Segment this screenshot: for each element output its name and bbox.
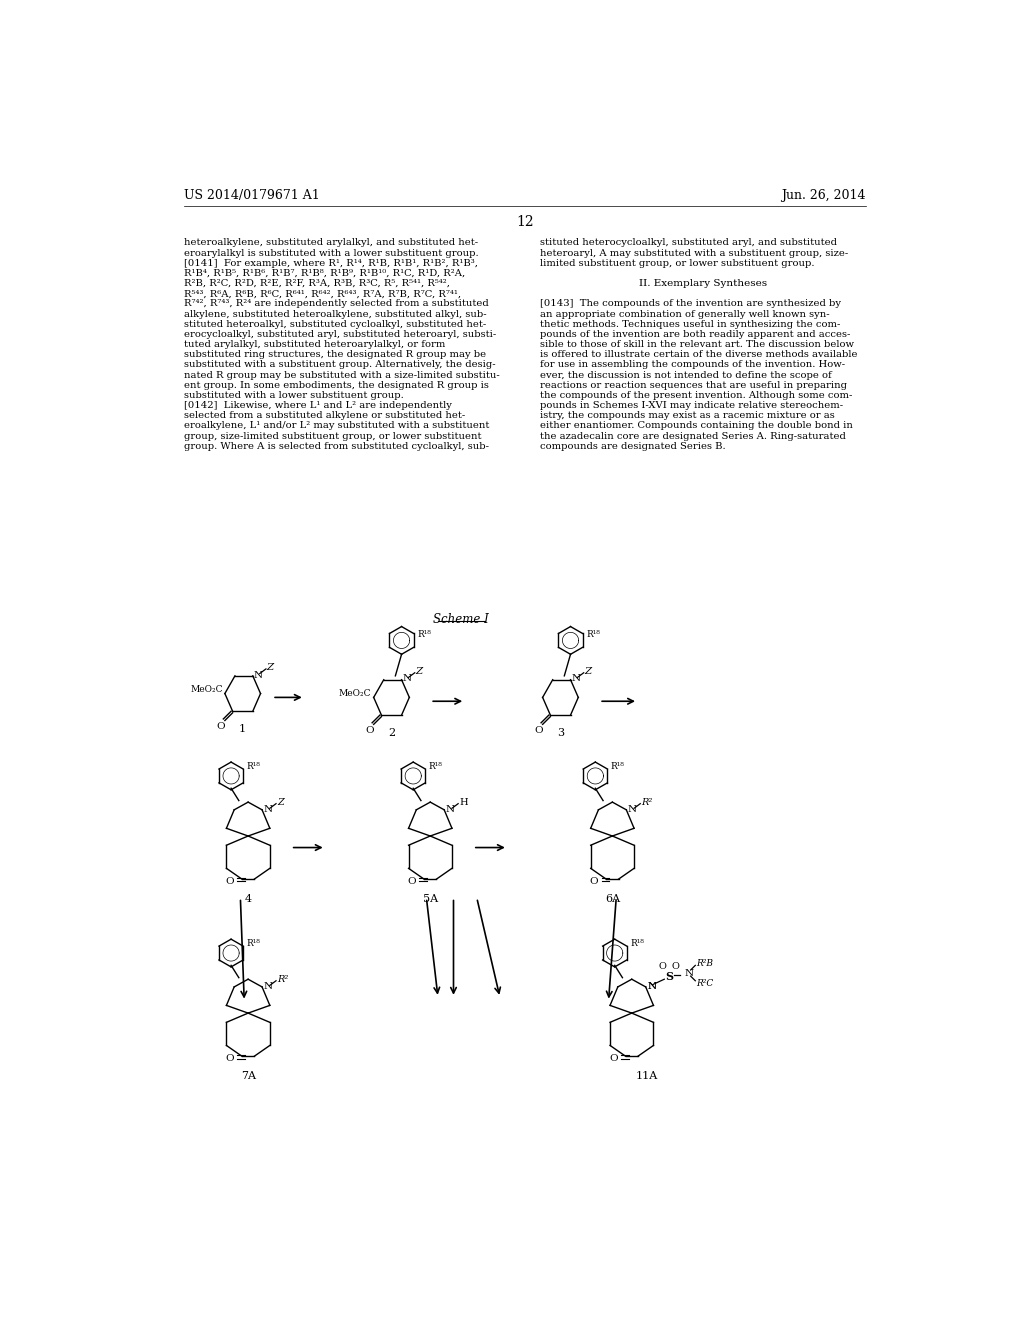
Text: erocycloalkyl, substituted aryl, substituted heteroaryl, substi-: erocycloalkyl, substituted aryl, substit… [183, 330, 496, 339]
Text: O: O [366, 726, 374, 735]
Text: N: N [445, 805, 455, 814]
Text: Z: Z [266, 663, 274, 672]
Text: 7A: 7A [241, 1071, 256, 1081]
Text: either enantiomer. Compounds containing the double bond in: either enantiomer. Compounds containing … [541, 421, 853, 430]
Text: O: O [225, 1055, 234, 1063]
Text: group, size-limited substituent group, or lower substituent: group, size-limited substituent group, o… [183, 432, 481, 441]
Text: 3: 3 [557, 729, 564, 738]
Text: MeO₂C: MeO₂C [190, 685, 222, 694]
Text: R¹B⁴, R¹B⁵, R¹B⁶, R¹B⁷, R¹B⁸, R¹B⁹, R¹B¹⁰, R¹C, R¹D, R²A,: R¹B⁴, R¹B⁵, R¹B⁶, R¹B⁷, R¹B⁸, R¹B⁹, R¹B¹… [183, 269, 465, 279]
Text: limited substituent group, or lower substituent group.: limited substituent group, or lower subs… [541, 259, 815, 268]
Text: N: N [254, 671, 263, 680]
Text: R²: R² [276, 974, 288, 983]
Text: tuted arylalkyl, substituted heteroarylalkyl, or form: tuted arylalkyl, substituted heteroaryla… [183, 341, 445, 348]
Text: R¹⁸: R¹⁸ [247, 940, 260, 948]
Text: stituted heteroalkyl, substituted cycloalkyl, substituted het-: stituted heteroalkyl, substituted cycloa… [183, 319, 486, 329]
Text: alkylene, substituted heteroalkylene, substituted alkyl, sub-: alkylene, substituted heteroalkylene, su… [183, 310, 486, 318]
Text: R²C: R²C [696, 978, 714, 987]
Text: 2: 2 [388, 729, 395, 738]
Text: R¹⁸: R¹⁸ [247, 762, 260, 771]
Text: N: N [647, 982, 656, 991]
Text: US 2014/0179671 A1: US 2014/0179671 A1 [183, 189, 319, 202]
Text: pounds of the invention are both readily apparent and acces-: pounds of the invention are both readily… [541, 330, 851, 339]
Text: N: N [263, 805, 272, 814]
Text: O: O [590, 876, 598, 886]
Text: S: S [665, 970, 673, 982]
Text: [0142]  Likewise, where L¹ and L² are independently: [0142] Likewise, where L¹ and L² are ind… [183, 401, 452, 411]
Text: eroarylalkyl is substituted with a lower substituent group.: eroarylalkyl is substituted with a lower… [183, 248, 478, 257]
Text: thetic methods. Techniques useful in synthesizing the com-: thetic methods. Techniques useful in syn… [541, 319, 841, 329]
Text: 4: 4 [245, 894, 252, 904]
Text: [0143]  The compounds of the invention are synthesized by: [0143] The compounds of the invention ar… [541, 300, 842, 309]
Text: N: N [684, 969, 693, 978]
Text: R¹⁸: R¹⁸ [630, 940, 644, 948]
Text: R²: R² [641, 797, 652, 807]
Text: is offered to illustrate certain of the diverse methods available: is offered to illustrate certain of the … [541, 350, 858, 359]
Text: N: N [628, 805, 637, 814]
Text: R¹⁸: R¹⁸ [586, 630, 600, 639]
Text: O: O [217, 722, 225, 731]
Text: Z: Z [276, 797, 284, 807]
Text: eroalkylene, L¹ and/or L² may substituted with a substituent: eroalkylene, L¹ and/or L² may substitute… [183, 421, 489, 430]
Text: an appropriate combination of generally well known syn-: an appropriate combination of generally … [541, 310, 829, 318]
Text: R¹⁸: R¹⁸ [611, 762, 625, 771]
Text: substituted with a lower substituent group.: substituted with a lower substituent gro… [183, 391, 403, 400]
Text: N: N [263, 982, 272, 991]
Text: pounds in Schemes I-XVI may indicate relative stereochem-: pounds in Schemes I-XVI may indicate rel… [541, 401, 844, 411]
Text: 6A: 6A [605, 894, 620, 904]
Text: O: O [658, 962, 667, 972]
Text: substituted with a substituent group. Alternatively, the desig-: substituted with a substituent group. Al… [183, 360, 496, 370]
Text: N: N [647, 982, 656, 991]
Text: Scheme I: Scheme I [433, 612, 489, 626]
Text: heteroalkylene, substituted arylalkyl, and substituted het-: heteroalkylene, substituted arylalkyl, a… [183, 239, 478, 247]
Text: N: N [571, 675, 581, 684]
Text: 12: 12 [516, 215, 534, 228]
Text: Z: Z [416, 667, 423, 676]
Text: R²B: R²B [696, 960, 713, 969]
Text: ever, the discussion is not intended to define the scope of: ever, the discussion is not intended to … [541, 371, 833, 380]
Text: N: N [402, 675, 412, 684]
Text: ent group. In some embodiments, the designated R group is: ent group. In some embodiments, the desi… [183, 380, 488, 389]
Text: Z: Z [585, 667, 592, 676]
Text: 1: 1 [240, 725, 246, 734]
Text: [0141]  For example, where R¹, R¹⁴, R¹B, R¹B¹, R¹B², R¹B³,: [0141] For example, where R¹, R¹⁴, R¹B, … [183, 259, 478, 268]
Text: sible to those of skill in the relevant art. The discussion below: sible to those of skill in the relevant … [541, 341, 854, 348]
Text: R⁵⁴³, R⁶A, R⁶B, R⁶C, R⁶⁴¹, R⁶⁴², R⁶⁴³, R⁷A, R⁷B, R⁷C, R⁷⁴¹,: R⁵⁴³, R⁶A, R⁶B, R⁶C, R⁶⁴¹, R⁶⁴², R⁶⁴³, R… [183, 289, 461, 298]
Text: istry, the compounds may exist as a racemic mixture or as: istry, the compounds may exist as a race… [541, 412, 835, 420]
Text: O: O [609, 1055, 617, 1063]
Text: 5A: 5A [423, 894, 438, 904]
Text: R⁷⁴², R⁷⁴³, R²⁴ are independently selected from a substituted: R⁷⁴², R⁷⁴³, R²⁴ are independently select… [183, 300, 488, 309]
Text: substituted ring structures, the designated R group may be: substituted ring structures, the designa… [183, 350, 486, 359]
Text: reactions or reaction sequences that are useful in preparing: reactions or reaction sequences that are… [541, 380, 847, 389]
Text: O: O [225, 876, 234, 886]
Text: O: O [671, 962, 679, 972]
Text: O: O [535, 726, 543, 735]
Text: II. Exemplary Syntheses: II. Exemplary Syntheses [639, 279, 767, 288]
Text: the azadecalin core are designated Series A. Ring-saturated: the azadecalin core are designated Serie… [541, 432, 846, 441]
Text: R¹⁸: R¹⁸ [417, 630, 431, 639]
Text: H: H [459, 799, 468, 808]
Text: the compounds of the present invention. Although some com-: the compounds of the present invention. … [541, 391, 853, 400]
Text: heteroaryl, A may substituted with a substituent group, size-: heteroaryl, A may substituted with a sub… [541, 248, 849, 257]
Text: 11A: 11A [636, 1071, 658, 1081]
Text: O: O [408, 876, 417, 886]
Text: group. Where A is selected from substituted cycloalkyl, sub-: group. Where A is selected from substitu… [183, 442, 488, 450]
Text: stituted heterocycloalkyl, substituted aryl, and substituted: stituted heterocycloalkyl, substituted a… [541, 239, 838, 247]
Text: MeO₂C: MeO₂C [339, 689, 372, 698]
Text: R²B, R²C, R²D, R²E, R²F, R³A, R³B, R³C, R⁵, R⁵⁴¹, R⁵⁴²,: R²B, R²C, R²D, R²E, R²F, R³A, R³B, R³C, … [183, 279, 450, 288]
Text: Jun. 26, 2014: Jun. 26, 2014 [781, 189, 866, 202]
Text: for use in assembling the compounds of the invention. How-: for use in assembling the compounds of t… [541, 360, 846, 370]
Text: nated R group may be substituted with a size-limited substitu-: nated R group may be substituted with a … [183, 371, 500, 380]
Text: compounds are designated Series B.: compounds are designated Series B. [541, 442, 726, 450]
Text: selected from a substituted alkylene or substituted het-: selected from a substituted alkylene or … [183, 412, 465, 420]
Text: R¹⁸: R¹⁸ [429, 762, 442, 771]
